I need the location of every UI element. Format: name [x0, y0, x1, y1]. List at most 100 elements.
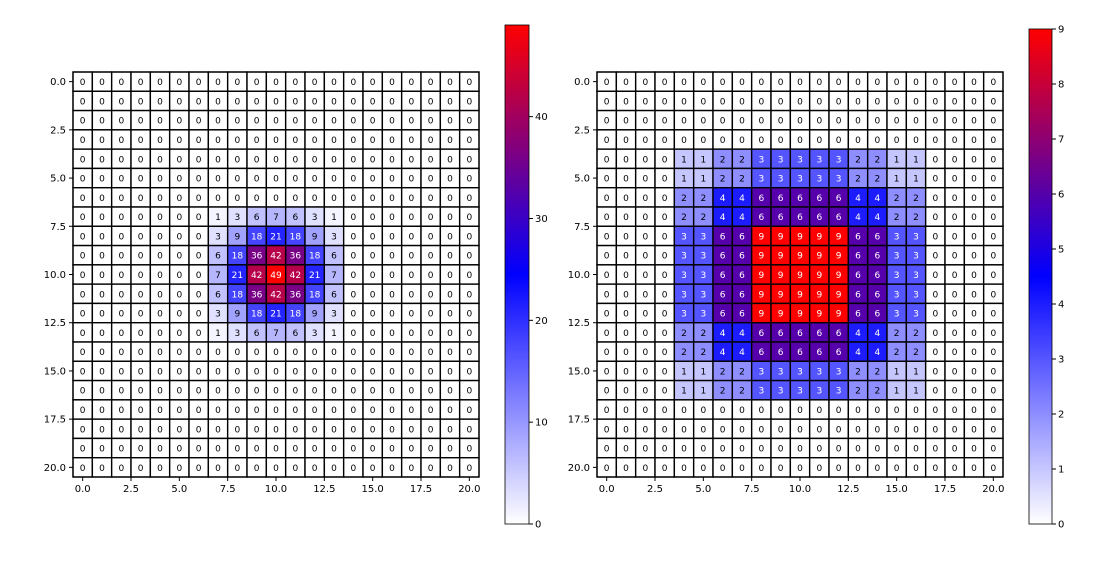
cell-value-label: 0	[662, 252, 668, 262]
cell-value-label: 2	[681, 329, 687, 339]
cell-value-label: 0	[254, 445, 260, 455]
x-tick-label: 0.0	[599, 484, 615, 495]
cell-value-label: 0	[662, 425, 668, 435]
cell-value-label: 0	[623, 136, 629, 146]
cell-value-label: 0	[157, 117, 163, 127]
cell-value-label: 0	[447, 290, 453, 300]
cell-value-label: 6	[874, 290, 880, 300]
heatmap-left: 0 0 0 0 0 0 0 0 0 0 0 0 0 0 0 0 0 0 0 0 0 0 0 0 0 0 0 0 0 0 0 0 0 0 0 0 0 0 0 0…	[44, 24, 548, 531]
colorbar-tick-label: 4	[1058, 300, 1064, 311]
cell-value-label: 0	[389, 425, 395, 435]
cell-value-label: 7	[215, 271, 221, 281]
cell-value-label: 6	[855, 310, 861, 320]
cell-value-label: 0	[176, 367, 182, 377]
cell-value-label: 0	[797, 97, 803, 107]
cell-value-label: 0	[350, 194, 356, 204]
cell-value-label: 0	[428, 252, 434, 262]
cell-value-label: 0	[80, 117, 86, 127]
cell-value-label: 0	[466, 155, 472, 165]
cell-value-label: 1	[700, 175, 706, 185]
cell-value-label: 0	[370, 367, 376, 377]
cell-value-label: 9	[758, 252, 764, 262]
cell-value-label: 0	[80, 406, 86, 416]
cell-value-label: 0	[138, 252, 144, 262]
cell-value-label: 0	[662, 213, 668, 223]
cell-value-label: 0	[952, 310, 958, 320]
cell-value-label: 0	[99, 445, 105, 455]
cell-value-label: 0	[350, 252, 356, 262]
cell-value-label: 0	[952, 175, 958, 185]
cell-value-label: 0	[990, 194, 996, 204]
cell-value-label: 0	[604, 194, 610, 204]
cell-value-label: 0	[952, 464, 958, 474]
cell-value-label: 2	[720, 155, 726, 165]
cell-value-label: 0	[662, 78, 668, 88]
cell-value-label: 0	[350, 310, 356, 320]
cell-value-label: 0	[971, 194, 977, 204]
cell-value-label: 0	[739, 464, 745, 474]
cell-value-label: 9	[234, 232, 240, 242]
cell-value-label: 0	[971, 97, 977, 107]
cell-value-label: 0	[196, 425, 202, 435]
cell-value-label: 0	[196, 445, 202, 455]
cell-value-label: 0	[215, 117, 221, 127]
cell-value-label: 0	[681, 406, 687, 416]
cell-value-label: 0	[138, 136, 144, 146]
cell-value-label: 0	[990, 175, 996, 185]
cell-value-label: 0	[662, 387, 668, 397]
cell-value-label: 0	[466, 425, 472, 435]
cell-value-label: 0	[138, 194, 144, 204]
cell-value-label: 0	[797, 78, 803, 88]
cell-value-label: 6	[215, 290, 221, 300]
cell-value-label: 0	[932, 175, 938, 185]
cell-value-label: 0	[157, 78, 163, 88]
cell-value-label: 0	[466, 310, 472, 320]
cell-value-label: 18	[232, 290, 244, 300]
cell-value-label: 0	[254, 175, 260, 185]
cell-value-label: 0	[408, 232, 414, 242]
cell-value-label: 0	[913, 445, 919, 455]
cell-value-label: 0	[138, 348, 144, 358]
cell-value-label: 4	[739, 213, 745, 223]
cell-value-label: 0	[894, 136, 900, 146]
x-tick-label: 2.5	[123, 484, 139, 495]
cell-value-label: 4	[874, 348, 880, 358]
cell-value-label: 0	[331, 155, 337, 165]
cell-value-label: 0	[215, 155, 221, 165]
cell-value-label: 4	[855, 194, 861, 204]
cell-value-label: 0	[720, 464, 726, 474]
cell-value-label: 0	[642, 252, 648, 262]
cell-value-label: 0	[604, 78, 610, 88]
cell-value-label: 0	[176, 329, 182, 339]
cell-value-label: 6	[797, 213, 803, 223]
x-tick-label: 20.0	[982, 484, 1004, 495]
cell-value-label: 0	[99, 348, 105, 358]
cell-value-label: 0	[118, 271, 124, 281]
cell-value-label: 0	[292, 348, 298, 358]
cell-value-label: 0	[952, 155, 958, 165]
cell-value-label: 0	[196, 136, 202, 146]
cell-value-label: 0	[215, 445, 221, 455]
cell-value-label: 0	[389, 97, 395, 107]
x-tick-label: 17.5	[410, 484, 432, 495]
cell-value-label: 0	[408, 117, 414, 127]
cell-value-label: 0	[700, 78, 706, 88]
cell-value-label: 7	[331, 271, 337, 281]
cell-value-label: 0	[370, 348, 376, 358]
cell-value-label: 0	[389, 310, 395, 320]
cell-value-label: 0	[408, 136, 414, 146]
cell-value-label: 0	[990, 78, 996, 88]
cell-value-label: 0	[623, 117, 629, 127]
cell-value-label: 0	[428, 329, 434, 339]
cell-value-label: 0	[312, 155, 318, 165]
cell-value-label: 0	[215, 406, 221, 416]
cell-value-label: 0	[932, 464, 938, 474]
cell-value-label: 0	[604, 271, 610, 281]
cell-value-label: 0	[234, 78, 240, 88]
cell-value-label: 0	[604, 406, 610, 416]
cell-value-label: 0	[874, 445, 880, 455]
cell-value-label: 0	[176, 117, 182, 127]
cell-value-label: 0	[138, 155, 144, 165]
cell-value-label: 0	[816, 445, 822, 455]
